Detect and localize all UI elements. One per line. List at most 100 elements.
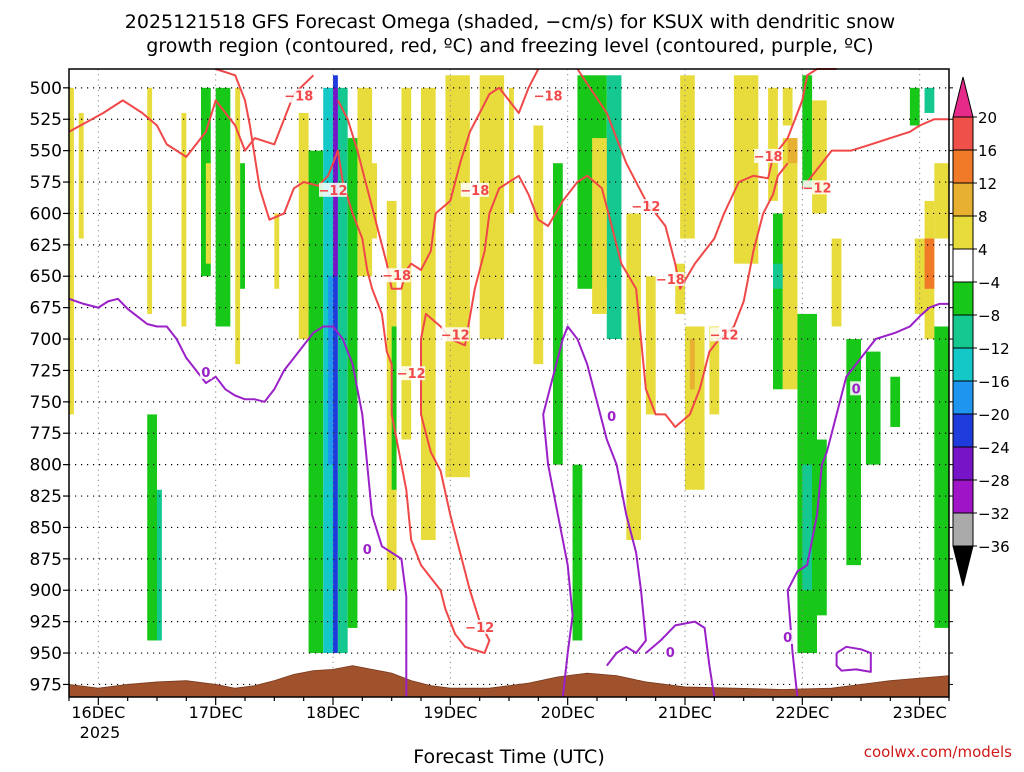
omega-cell [445, 75, 470, 478]
y-tick-label: 675 [30, 299, 62, 319]
contour-label-bg [397, 366, 426, 381]
x-tick-label: 16DEC [71, 703, 125, 722]
colorbar-label: −8 [978, 307, 1000, 325]
contour-label: 0 [783, 631, 792, 646]
y-tick-label: 625 [30, 236, 62, 256]
contour-label-bg [465, 619, 494, 634]
contour-label-bg [319, 182, 347, 197]
x-axis: 16DEC 17DEC 18DEC 19DEC 20DEC 21DEC 22DEC 23DEC [68, 697, 950, 722]
colorbar-swatch [952, 347, 974, 382]
y-tick-label: 525 [30, 110, 62, 130]
colorbar-label: −20 [978, 406, 1010, 424]
y-tick-label: 825 [30, 487, 62, 507]
omega-cell [572, 464, 583, 641]
omega-cell [606, 75, 622, 340]
contour-label: 0 [363, 543, 372, 558]
contour-label-bg [441, 327, 470, 342]
omega-cell [934, 326, 949, 628]
contour-label-bg [754, 148, 783, 163]
x-tick-label: 18DEC [306, 703, 360, 722]
omega-cell [509, 87, 514, 214]
contour-line [835, 645, 872, 673]
y-tick-label: 775 [30, 424, 62, 444]
omega-cell [333, 75, 338, 654]
colorbar-label: −32 [978, 505, 1010, 523]
omega-cell [274, 213, 280, 289]
omega-cell [924, 238, 935, 289]
colorbar-swatch [952, 215, 974, 250]
contour-label-bg [460, 182, 489, 197]
x-axis-title: Forecast Time (UTC) [413, 746, 604, 768]
contour-label: −12 [631, 200, 660, 215]
omega-cell [147, 87, 153, 314]
contour-label-bg [850, 381, 863, 396]
terrain-surface [68, 665, 950, 698]
omega-cell [421, 87, 436, 540]
omega-cell [768, 87, 778, 201]
terrain-fill [68, 665, 950, 698]
x-tick-label: 19DEC [423, 703, 477, 722]
contour-label-bg [605, 408, 618, 423]
contour-label-bg [710, 327, 739, 342]
x-tick-label: 17DEC [189, 703, 243, 722]
colorbar-label: 20 [978, 109, 997, 127]
contour-label-bg [361, 542, 374, 557]
x-tick-label: 22DEC [775, 703, 829, 722]
colorbar-swatch [952, 512, 974, 547]
contour-label: −12 [441, 328, 470, 343]
contour-line [645, 620, 716, 698]
y-tick-label: 950 [30, 644, 62, 664]
omega-shading [69, 75, 949, 654]
y-tick-label: 600 [30, 204, 62, 224]
omega-cell [846, 339, 861, 566]
contour-label: 0 [852, 382, 861, 397]
watermark: coolwx.com/models [864, 743, 1012, 761]
contour-label: −12 [465, 621, 494, 636]
chart-title-line2: growth region (contoured, red, ºC) and f… [146, 35, 873, 57]
x-tick-label: 21DEC [658, 703, 712, 722]
contour-line [786, 302, 949, 698]
contour-label-bg [284, 88, 313, 103]
colorbar-label: −4 [978, 274, 1000, 292]
colorbar-swatch [952, 149, 974, 184]
omega-cell [890, 376, 901, 427]
contour-line [337, 68, 540, 290]
omega-cell [157, 489, 162, 641]
contour-label-bg [534, 88, 563, 103]
omega-cell [812, 100, 827, 214]
omega-cell [78, 112, 84, 239]
year-label: 2025 [80, 723, 121, 742]
omega-cell [909, 87, 920, 126]
contour-label: −18 [534, 90, 563, 105]
omega-cell [533, 125, 544, 365]
grid-lines [69, 69, 949, 697]
omega-cell [831, 238, 842, 327]
contour-label-bg [656, 272, 685, 287]
colorbar-label: −12 [978, 340, 1010, 358]
omega-cell [205, 163, 211, 264]
omega-cell [802, 75, 813, 189]
colorbar-label: 8 [978, 208, 988, 226]
omega-cell [782, 87, 793, 126]
contour-label: 0 [607, 410, 616, 425]
contour-label: −12 [319, 184, 348, 199]
omega-cell [181, 112, 187, 327]
contour-line [215, 68, 789, 654]
y-tick-label: 650 [30, 267, 62, 287]
contour-label: −18 [284, 90, 313, 105]
contour-label-bg [199, 364, 212, 379]
colorbar-label: −16 [978, 373, 1010, 391]
y-tick-label: 725 [30, 361, 62, 381]
contour-label: −18 [382, 269, 411, 284]
colorbar-label: −24 [978, 439, 1010, 457]
omega-cell [401, 87, 412, 440]
y-tick-label: 800 [30, 456, 62, 476]
colorbar-swatch [952, 182, 974, 217]
chart-title-line1: 2025121518 GFS Forecast Omega (shaded, −… [125, 11, 895, 33]
omega-cell [147, 414, 157, 641]
y-axis: 500 525 550 575 600 625 650 675 700 725 750 775 800 8… [30, 79, 953, 695]
contour-label-bg [382, 268, 411, 283]
y-tick-label: 550 [30, 142, 62, 162]
omega-cell [733, 75, 759, 264]
